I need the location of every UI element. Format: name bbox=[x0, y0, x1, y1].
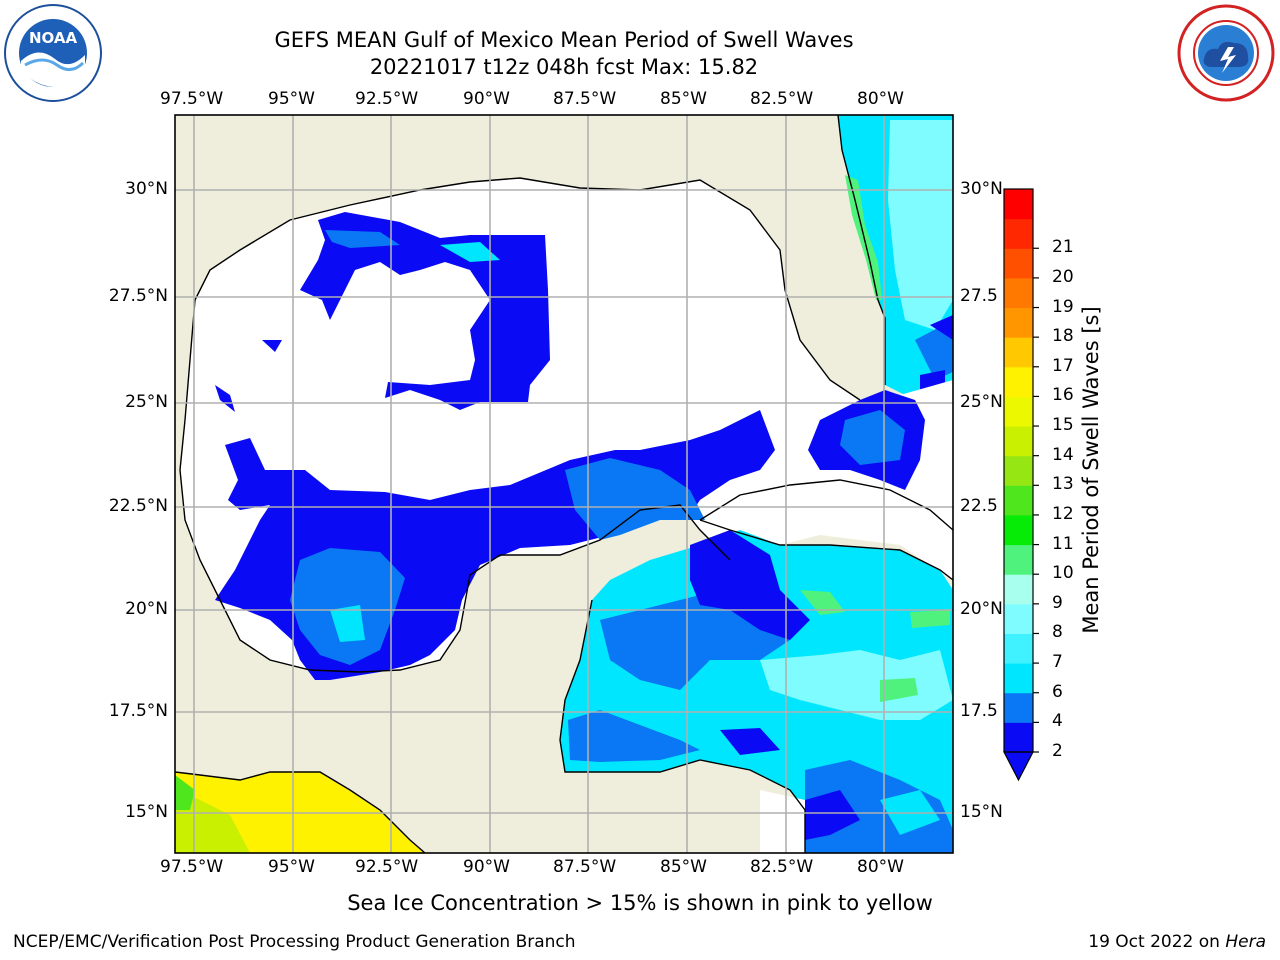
lat-label-left: 20°N bbox=[125, 599, 168, 619]
noaa-logo-icon: NOAA bbox=[3, 3, 103, 103]
footer-host: Hera bbox=[1225, 932, 1266, 952]
lat-label-right: 20°N bbox=[960, 599, 1003, 619]
florida-east-coastline bbox=[837, 115, 886, 385]
colorbar-tick-label: 10 bbox=[1052, 563, 1074, 584]
map-frame bbox=[174, 114, 954, 854]
colorbar-tick-label: 20 bbox=[1052, 266, 1074, 287]
lon-label-bottom: 80°W bbox=[857, 857, 904, 877]
northern-gulf-swell bbox=[300, 212, 550, 410]
colorbar-segment bbox=[1004, 603, 1033, 634]
colorbar-tick-label: 7 bbox=[1052, 652, 1063, 673]
plot-title-line2: 20221017 t12z 048h fcst Max: 15.82 bbox=[369, 55, 759, 79]
graticule bbox=[175, 115, 953, 853]
lat-label-left: 15°N bbox=[125, 802, 168, 822]
lon-label-top: 95°W bbox=[268, 89, 315, 109]
lon-label-bottom: 87.5°W bbox=[553, 857, 617, 877]
colorbar-segment bbox=[1004, 426, 1033, 457]
colorbar-tick-label: 17 bbox=[1052, 355, 1074, 376]
colorbar-segment bbox=[1004, 455, 1033, 486]
gulf-coastline bbox=[194, 177, 861, 401]
lon-label-bottom: 82.5°W bbox=[750, 857, 814, 877]
lon-label-top: 97.5°W bbox=[160, 89, 224, 109]
colorbar-segment bbox=[1004, 218, 1033, 249]
colorbar-label: Mean Period of Swell Waves [s] bbox=[1079, 306, 1103, 633]
lon-label-top: 87.5°W bbox=[553, 89, 617, 109]
footer-date-text: 19 Oct 2022 on bbox=[1088, 932, 1226, 952]
lat-label-right: 25°N bbox=[960, 392, 1003, 412]
colorbar-tick-label: 18 bbox=[1052, 326, 1074, 347]
lon-label-bottom: 92.5°W bbox=[355, 857, 419, 877]
colorbar-frame bbox=[1003, 188, 1034, 753]
colorbar-tick-label: 2 bbox=[1052, 741, 1063, 761]
sea-ice-caption: Sea Ice Concentration > 15% is shown in … bbox=[347, 891, 933, 915]
colorbar-tick-label: 13 bbox=[1052, 474, 1074, 495]
colorbar-tick-label: 11 bbox=[1052, 533, 1074, 554]
colorbar-tick-label: 19 bbox=[1052, 296, 1074, 317]
lat-label-right: 17.5 bbox=[960, 701, 998, 721]
colorbar-segment bbox=[1004, 663, 1033, 694]
colorbar-segment bbox=[1004, 574, 1033, 605]
colorbar-segment bbox=[1004, 396, 1033, 427]
lon-label-bottom: 90°W bbox=[463, 857, 510, 877]
colorbar-segment bbox=[1004, 307, 1033, 338]
lon-label-bottom: 97.5°W bbox=[160, 857, 224, 877]
footer-credit: NCEP/EMC/Verification Post Processing Pr… bbox=[13, 932, 576, 952]
footer-date: 19 Oct 2022 on Hera bbox=[1088, 932, 1266, 952]
lon-label-top: 90°W bbox=[463, 89, 510, 109]
plot-title-line1: GEFS MEAN Gulf of Mexico Mean Period of … bbox=[274, 28, 854, 52]
lat-label-left: 30°N bbox=[125, 179, 168, 199]
lat-label-left: 25°N bbox=[125, 392, 168, 412]
colorbar-under-extension bbox=[1003, 751, 1034, 782]
cuba-coastline bbox=[699, 479, 953, 531]
colorbar bbox=[1003, 188, 1039, 782]
lat-label-left: 22.5°N bbox=[108, 496, 168, 516]
colorbar-segment bbox=[1004, 337, 1033, 368]
lat-label-right: 27.5 bbox=[960, 286, 998, 306]
central-america-coastline bbox=[559, 599, 806, 853]
svg-text:NOAA: NOAA bbox=[29, 29, 78, 47]
lat-label-right: 15°N bbox=[960, 802, 1003, 822]
lon-label-top: 92.5°W bbox=[355, 89, 419, 109]
lon-label-top: 85°W bbox=[660, 89, 707, 109]
colorbar-tick-label: 15 bbox=[1052, 415, 1074, 436]
colorbar-tick-label: 4 bbox=[1052, 711, 1063, 732]
lat-label-left: 17.5°N bbox=[108, 701, 168, 721]
colorbar-tick-label: 9 bbox=[1052, 592, 1063, 613]
colorbar-tick-label: 12 bbox=[1052, 503, 1074, 524]
nws-logo-icon bbox=[1176, 3, 1276, 103]
colorbar-segment bbox=[1004, 633, 1033, 664]
lon-label-bottom: 85°W bbox=[660, 857, 707, 877]
colorbar-segment bbox=[1004, 277, 1033, 309]
colorbar-tick-label: 8 bbox=[1052, 622, 1063, 643]
colorbar-tick-label: 14 bbox=[1052, 444, 1074, 465]
lon-label-top: 82.5°W bbox=[750, 89, 814, 109]
colorbar-segment bbox=[1004, 544, 1033, 575]
colorbar-tick-label: 21 bbox=[1052, 237, 1074, 258]
lat-label-right: 22.5 bbox=[960, 496, 998, 516]
colorbar-segment bbox=[1004, 692, 1033, 723]
lat-label-right: 30°N bbox=[960, 179, 1003, 199]
colorbar-tick-label: 6 bbox=[1052, 681, 1063, 702]
lon-label-top: 80°W bbox=[857, 89, 904, 109]
colorbar-segment bbox=[1004, 722, 1033, 753]
colorbar-segment bbox=[1004, 189, 1033, 220]
colorbar-segment bbox=[1004, 366, 1033, 397]
colorbar-segment bbox=[1004, 485, 1033, 516]
colorbar-segment bbox=[1004, 248, 1033, 279]
lat-label-left: 27.5°N bbox=[108, 286, 168, 306]
colorbar-segment bbox=[1004, 514, 1033, 546]
lon-label-bottom: 95°W bbox=[268, 857, 315, 877]
colorbar-tick-label: 16 bbox=[1052, 385, 1074, 406]
